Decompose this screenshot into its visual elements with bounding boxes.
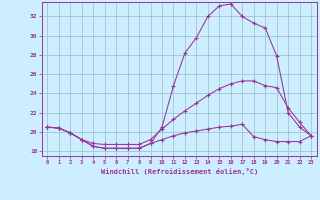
X-axis label: Windchill (Refroidissement éolien,°C): Windchill (Refroidissement éolien,°C) (100, 168, 258, 175)
